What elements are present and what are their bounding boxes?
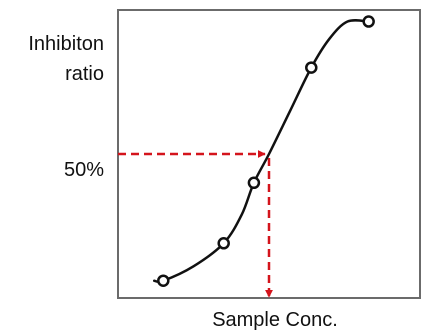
data-point-2 [217, 237, 230, 250]
data-point-4 [305, 61, 318, 74]
y-axis-label-line-2: ratio [65, 63, 104, 85]
sigmoid-curve [152, 19, 370, 284]
data-point-5 [362, 15, 375, 28]
y-axis-label-line-1: Inhibiton [28, 33, 104, 55]
data-point-3 [247, 176, 261, 190]
data-point-1 [157, 274, 170, 287]
y-tick-label-50: 50% [64, 159, 104, 181]
x-axis-label: Sample Conc. [212, 309, 338, 331]
data-points [157, 15, 375, 287]
